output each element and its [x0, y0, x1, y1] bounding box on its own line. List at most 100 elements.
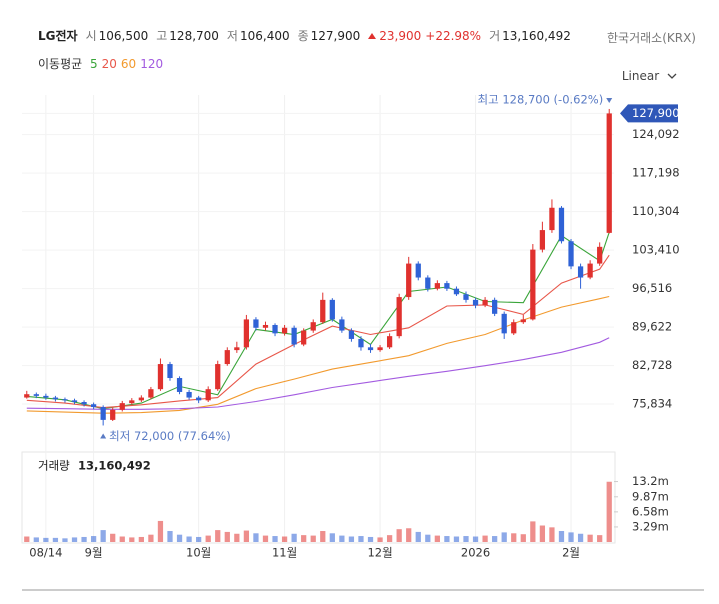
candle-body: [129, 400, 135, 404]
candle-body: [511, 322, 517, 334]
volume-bar: [196, 536, 202, 542]
candle-body: [597, 246, 603, 264]
candle-body: [463, 294, 469, 300]
y-tick-label: 110,304: [632, 204, 680, 218]
candle-body: [62, 399, 68, 401]
candle-body: [272, 324, 278, 334]
volume-bar: [329, 533, 335, 542]
volume-bar: [511, 533, 517, 542]
candle-body: [539, 230, 546, 250]
ma-legend: 이동평균 5 20 60 120: [38, 55, 167, 72]
high-annotation: 최고 128,700 (-0.62%): [478, 92, 604, 106]
quote-header: LG전자 시 106,500 고 128,700 저 106,400 종 127,900 23,…: [38, 27, 579, 44]
candle-body: [71, 400, 78, 403]
candle-body: [224, 350, 230, 365]
x-tick-label: 10월: [186, 546, 211, 560]
volume-bar: [272, 536, 278, 542]
candle-body: [110, 409, 116, 420]
volume-bar: [444, 536, 450, 542]
quote-value: 127,900: [310, 28, 361, 43]
candle-body: [558, 207, 565, 242]
volume-bar: [358, 536, 364, 542]
volume-bar: [90, 536, 97, 542]
volume-bar: [138, 536, 144, 542]
volume-label: 거래량: [38, 459, 70, 473]
y-tick-label: 96,516: [632, 281, 672, 295]
volume-bar: [597, 535, 603, 542]
volume-bar: [492, 536, 498, 542]
candle-body: [90, 404, 97, 408]
chevron: [667, 73, 677, 79]
volume-bar: [425, 534, 431, 542]
volume-bar: [205, 535, 211, 542]
candle-body: [520, 319, 526, 323]
x-tick-label: 11월: [272, 546, 297, 560]
low-marker: [100, 433, 107, 439]
candle-body: [482, 299, 488, 306]
volume-bar: [129, 537, 135, 542]
volume-bar: [339, 535, 345, 542]
ma-legend-entry: 120: [140, 57, 164, 71]
ma-line: [26, 295, 610, 414]
candle-body: [281, 327, 288, 334]
y-tick-label: 82,728: [632, 358, 672, 372]
volume-bar: [530, 521, 536, 542]
volume-bar: [234, 533, 240, 542]
quote-label: 종: [297, 29, 309, 43]
y-tick-label: 89,622: [632, 320, 672, 334]
volume-bar: [482, 535, 488, 542]
volume-bar: [215, 530, 221, 542]
quote-value: 128,700: [169, 28, 219, 43]
candle-body: [176, 378, 183, 392]
candle-body: [425, 277, 431, 289]
quote-label: 시: [85, 29, 97, 43]
volume-quote-value: 13,160,492: [502, 28, 571, 43]
ma-legend-entry: 60: [120, 57, 137, 71]
candle-body: [157, 364, 164, 390]
candle-body: [243, 319, 250, 348]
volume-bar: [110, 533, 116, 542]
candle-body: [530, 249, 536, 320]
volume-bar: [539, 525, 546, 542]
volume-bar: [577, 533, 584, 542]
volume-bar: [310, 535, 316, 542]
volume-bar: [71, 537, 78, 542]
y-tick-label: 117,198: [632, 166, 680, 180]
candle-body: [52, 397, 59, 400]
volume-panel: [21, 451, 616, 544]
candle-body: [33, 394, 39, 396]
candle-body: [406, 263, 412, 298]
candle-body: [386, 336, 393, 348]
candle-body: [339, 319, 345, 331]
candle-body: [577, 266, 584, 278]
volume-bar: [406, 528, 412, 542]
volume-bar: [463, 536, 469, 542]
volume-bar: [549, 527, 555, 542]
candle-body: [396, 297, 402, 337]
candle-body: [568, 241, 574, 267]
scale-selector[interactable]: Linear: [622, 69, 677, 83]
quote-value: 106,500: [98, 28, 149, 43]
volume-bar: [348, 536, 355, 542]
candle-body: [320, 299, 326, 323]
candle-body: [234, 347, 240, 351]
volume-bar: [24, 536, 30, 542]
ma-line: [26, 337, 610, 410]
volume-tick-label: 13.2m: [632, 474, 669, 488]
volume-bar: [320, 531, 326, 542]
candle-body: [367, 347, 374, 351]
volume-bar: [43, 537, 49, 542]
volume-tick-label: 6.58m: [632, 504, 669, 518]
ma-line: [26, 254, 610, 409]
candle-body: [148, 389, 154, 398]
volume-bar: [167, 531, 173, 542]
candle-body: [434, 283, 440, 289]
scale-label[interactable]: Linear: [621, 69, 660, 83]
volume-bar: [281, 536, 288, 542]
volume-tick-label: 3.29m: [632, 519, 669, 533]
volume-bar: [52, 537, 59, 542]
last-price-label: 127,900: [632, 106, 680, 120]
volume-bar: [157, 520, 164, 542]
candle-body: [43, 395, 49, 398]
